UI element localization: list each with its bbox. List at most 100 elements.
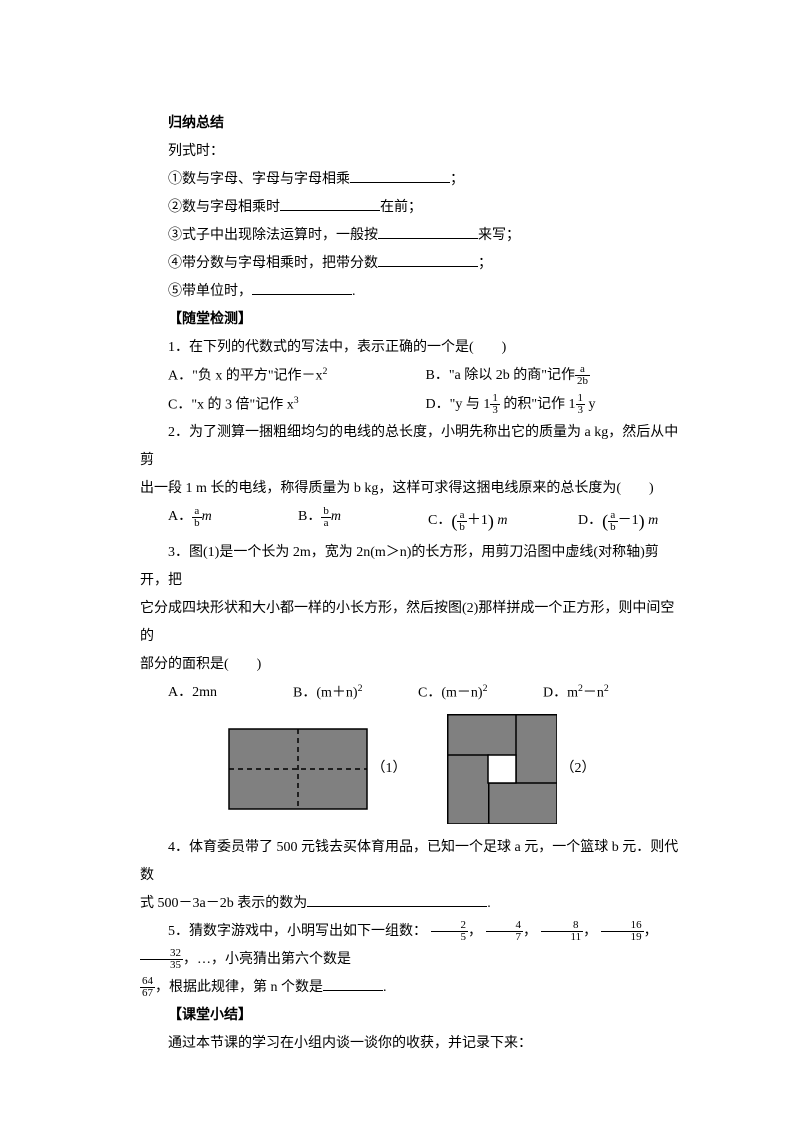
- den: 2b: [575, 376, 590, 387]
- q1-row1: A．"负 x 的平方"记作－x2 B．"a 除以 2b 的商"记作a2b: [168, 362, 683, 391]
- quiz-title: 【随堂检测】: [140, 306, 683, 334]
- den: 3: [576, 405, 586, 416]
- text: y: [585, 397, 596, 412]
- den: a: [321, 518, 331, 529]
- text: D．: [578, 514, 602, 529]
- q2-D: D．(ab－1) m: [578, 503, 683, 539]
- text: －n: [583, 686, 604, 701]
- blank: [307, 892, 487, 907]
- q3-A: A．2mn: [168, 679, 293, 708]
- text: m: [645, 514, 659, 529]
- den: b: [192, 518, 202, 529]
- blank: [323, 976, 383, 991]
- num: b: [321, 506, 331, 518]
- blank: [280, 196, 380, 211]
- text: ；: [450, 172, 464, 187]
- q3-B: B．(m＋n)2: [293, 679, 418, 708]
- sup: 2: [358, 683, 363, 694]
- q1-C: C．"x 的 3 倍"记作 x3: [168, 391, 426, 420]
- text: 式 500－3a－2b 表示的数为: [140, 896, 307, 911]
- text: C．(m－n): [418, 686, 483, 701]
- fig1-wrap: （1）: [228, 728, 407, 810]
- text: B．(m＋n): [293, 686, 358, 701]
- text: －1: [618, 514, 639, 529]
- num: a: [457, 510, 467, 522]
- q1-A: A．"负 x 的平方"记作－x2: [168, 362, 426, 391]
- summary-line0: 列式时：: [140, 138, 683, 166]
- q1-B: B．"a 除以 2b 的商"记作a2b: [426, 362, 684, 391]
- summary-line1: ①数与字母、字母与字母相乘 ；: [140, 166, 683, 194]
- text: B．: [298, 509, 321, 524]
- den: 19: [601, 932, 644, 943]
- closing-text: 通过本节课的学习在小组内谈一谈你的收获，并记录下来：: [140, 1030, 683, 1058]
- text: ＋1: [467, 514, 488, 529]
- q5-line1: 5．猜数字游戏中，小明写出如下一组数： 25， 47， 811， 1619， 3…: [140, 918, 683, 974]
- q1-D: D．"y 与 113 的积"记作 113 y: [426, 391, 684, 420]
- summary-line2: ②数与字母相乘时 在前；: [140, 194, 683, 222]
- summary-line5: ⑤带单位时，.: [140, 278, 683, 306]
- blank: [350, 168, 450, 183]
- q2-line2: 出一段 1 m 长的电线，称得质量为 b kg，这样可求得这捆电线原来的总长度为…: [140, 475, 683, 503]
- text: ③式子中出现除法运算时，一般按: [168, 228, 378, 243]
- q2-line1: 2．为了测算一捆粗细均匀的电线的总长度，小明先称出它的质量为 a kg，然后从中…: [140, 419, 683, 475]
- text: ，根据此规律，第 n 个数是: [155, 980, 323, 995]
- q2-B: B．bam: [298, 503, 428, 539]
- closing-title: 【课堂小结】: [140, 1002, 683, 1030]
- num: a: [608, 510, 618, 522]
- q2-A: A．abm: [168, 503, 298, 539]
- text: A．"负 x 的平方"记作－x: [168, 369, 323, 384]
- text: .: [383, 980, 387, 995]
- page-body: 归纳总结 列式时： ①数与字母、字母与字母相乘 ； ②数与字母相乘时 在前； ③式子…: [0, 0, 793, 1138]
- q5-line2: 6467，根据此规律，第 n 个数是.: [140, 974, 683, 1002]
- sup: 2: [604, 683, 609, 694]
- den: 35: [140, 960, 183, 971]
- sup: 2: [483, 683, 488, 694]
- text: m: [331, 509, 341, 524]
- summary-title: 归纳总结: [140, 110, 683, 138]
- text: ①数与字母、字母与字母相乘: [168, 172, 350, 187]
- q2-C: C．(ab＋1) m: [428, 503, 578, 539]
- text: 来写；: [478, 228, 520, 243]
- text: 在前；: [380, 200, 422, 215]
- text: ②数与字母相乘时: [168, 200, 280, 215]
- text: B．"a 除以 2b 的商"记作: [426, 368, 575, 383]
- fig2-svg: [447, 714, 557, 824]
- text: C．: [428, 514, 451, 529]
- fig2-label: （2）: [561, 755, 596, 783]
- sup: 3: [294, 395, 299, 406]
- q2-options: A．abm B．bam C．(ab＋1) m D．(ab－1) m: [168, 503, 683, 539]
- sup: 2: [323, 366, 328, 377]
- text: A．: [168, 509, 192, 524]
- q3-C: C．(m－n)2: [418, 679, 543, 708]
- q4-line2: 式 500－3a－2b 表示的数为.: [140, 890, 683, 918]
- q3-D: D．m2－n2: [543, 679, 668, 708]
- den: b: [608, 522, 618, 533]
- q1-row2: C．"x 的 3 倍"记作 x3 D．"y 与 113 的积"记作 113 y: [168, 391, 683, 420]
- text: C．"x 的 3 倍"记作 x: [168, 397, 294, 412]
- text: m: [202, 509, 212, 524]
- text: .: [352, 284, 356, 299]
- den: 5: [431, 932, 469, 943]
- text: 2．为了测算一捆粗细均匀的电线的总长度，小明先称出它的质量为 a kg，然后从中…: [140, 425, 678, 468]
- text: D．"y 与 1: [426, 397, 491, 412]
- fig2-wrap: （2）: [447, 714, 596, 824]
- q3-line3: 部分的面积是( ): [140, 651, 683, 679]
- q3-figures: （1） （2）: [140, 714, 683, 824]
- fig1-svg: [228, 728, 368, 810]
- summary-line4: ④带分数与字母相乘时，把带分数；: [140, 250, 683, 278]
- q3-line2: 它分成四块形状和大小都一样的小长方形，然后按图(2)那样拼成一个正方形，则中间空…: [140, 595, 683, 651]
- summary-line3: ③式子中出现除法运算时，一般按 来写；: [140, 222, 683, 250]
- text: ⑤带单位时，: [168, 284, 252, 299]
- den: b: [457, 522, 467, 533]
- q1-text: 1．在下列的代数式的写法中，表示正确的一个是( ): [140, 334, 683, 362]
- blank: [252, 280, 352, 295]
- den: 67: [140, 988, 155, 999]
- num: a: [192, 506, 202, 518]
- text: 的积"记作 1: [500, 397, 576, 412]
- text: ，…，小亮猜出第六个数是: [183, 952, 351, 967]
- text: m: [494, 514, 508, 529]
- blank: [378, 252, 478, 267]
- text: ④带分数与字母相乘时，把带分数: [168, 256, 378, 271]
- text: D．m: [543, 686, 578, 701]
- blank: [378, 224, 478, 239]
